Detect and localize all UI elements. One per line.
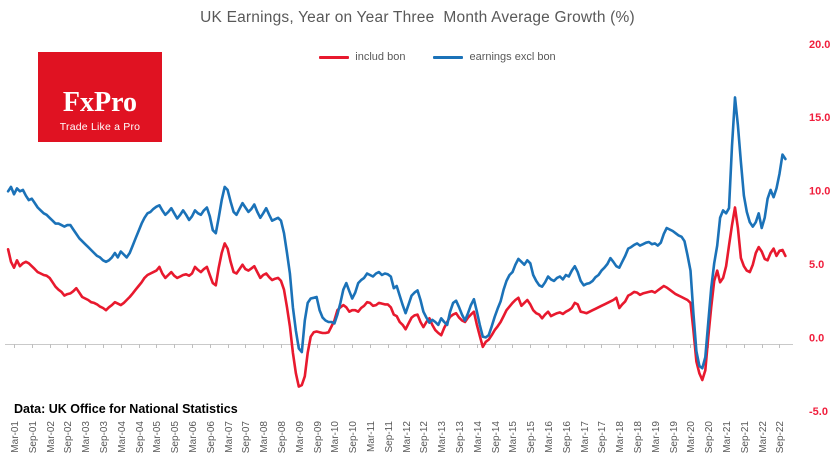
x-tick-label: Sep-01 (28, 421, 39, 454)
y-tick-label: 20.0 (809, 39, 830, 51)
x-tick-label: Mar-14 (473, 421, 484, 453)
x-tick-label: Sep-11 (384, 421, 395, 453)
fxpro-logo: FxPro Trade Like a Pro (38, 52, 162, 142)
x-tick-label: Sep-15 (526, 421, 537, 454)
x-tick-label: Mar-06 (188, 421, 199, 453)
y-tick-label: 15.0 (809, 112, 830, 124)
x-tick-label: Mar-12 (402, 421, 413, 453)
x-tick-label: Mar-21 (722, 421, 733, 453)
x-tick-label: Mar-22 (758, 421, 769, 453)
x-tick-label: Sep-02 (63, 421, 74, 454)
data-source-note: Data: UK Office for National Statistics (14, 402, 238, 416)
x-tick-label: Sep-20 (704, 421, 715, 454)
x-tick-label: Sep-03 (99, 421, 110, 454)
x-tick-label: Sep-22 (775, 421, 786, 454)
chart-title: UK Earnings, Year on Year Three Month Av… (200, 9, 635, 26)
x-tick-label: Mar-18 (615, 421, 626, 453)
x-tick-label: Mar-09 (295, 421, 306, 453)
x-tick-label: Mar-07 (224, 421, 235, 453)
x-tick-label: Mar-16 (544, 421, 555, 453)
fxpro-logo-tagline: Trade Like a Pro (59, 121, 141, 133)
x-tick-label: Mar-13 (437, 421, 448, 453)
x-tick-label: Mar-11 (366, 421, 377, 452)
x-tick-label: Sep-16 (562, 421, 573, 454)
y-tick-label: 10.0 (809, 186, 830, 198)
legend-swatch-includ-bon (319, 55, 350, 59)
x-tick-label: Sep-05 (170, 421, 181, 454)
x-tick-label: Mar-05 (152, 421, 163, 453)
x-tick-label: Sep-17 (597, 421, 608, 454)
series-line-earnings-excl-bon (6, 96, 787, 370)
x-tick-label: Sep-08 (277, 421, 288, 454)
y-tick-label: 5.0 (809, 259, 824, 271)
x-tick-label: Mar-15 (508, 421, 519, 453)
x-tick-label: Sep-07 (241, 421, 252, 454)
legend-item-earnings-excl-bon: earnings excl bon (433, 51, 556, 63)
x-tick-label: Sep-12 (419, 421, 430, 454)
x-tick-label: Mar-19 (651, 421, 662, 453)
x-tick-label: Sep-14 (491, 421, 502, 454)
x-tick-label: Mar-01 (10, 421, 21, 453)
fxpro-logo-brand: FxPro (62, 87, 138, 118)
legend: includ bon earnings excl bon (40, 51, 835, 63)
legend-label-earnings-excl-bon: earnings excl bon (469, 51, 556, 63)
x-tick-label: Sep-04 (135, 421, 146, 454)
series-line-includ-bon (6, 206, 787, 388)
y-tick-label: 0.0 (809, 332, 824, 344)
x-tick-label: Mar-17 (580, 421, 591, 453)
x-tick-label: Sep-13 (455, 421, 466, 454)
x-tick-label: Mar-02 (46, 421, 57, 453)
x-tick-label: Sep-19 (669, 421, 680, 454)
x-tick-label: Sep-21 (740, 421, 751, 454)
x-tick-label: Mar-08 (259, 421, 270, 453)
x-tick-label: Sep-06 (206, 421, 217, 454)
y-tick-label: -5.0 (809, 406, 828, 418)
legend-label-includ-bon: includ bon (355, 51, 406, 63)
legend-swatch-earnings-excl-bon (433, 55, 464, 59)
x-tick-label: Mar-04 (117, 421, 128, 453)
x-tick-label: Mar-10 (330, 421, 341, 453)
legend-item-includ-bon: includ bon (319, 51, 405, 63)
x-tick-label: Sep-09 (313, 421, 324, 454)
x-tick-label: Mar-03 (81, 421, 92, 453)
x-tick-label: Sep-10 (348, 421, 359, 454)
x-tick-label: Sep-18 (633, 421, 644, 454)
x-tick-label: Mar-20 (686, 421, 697, 453)
